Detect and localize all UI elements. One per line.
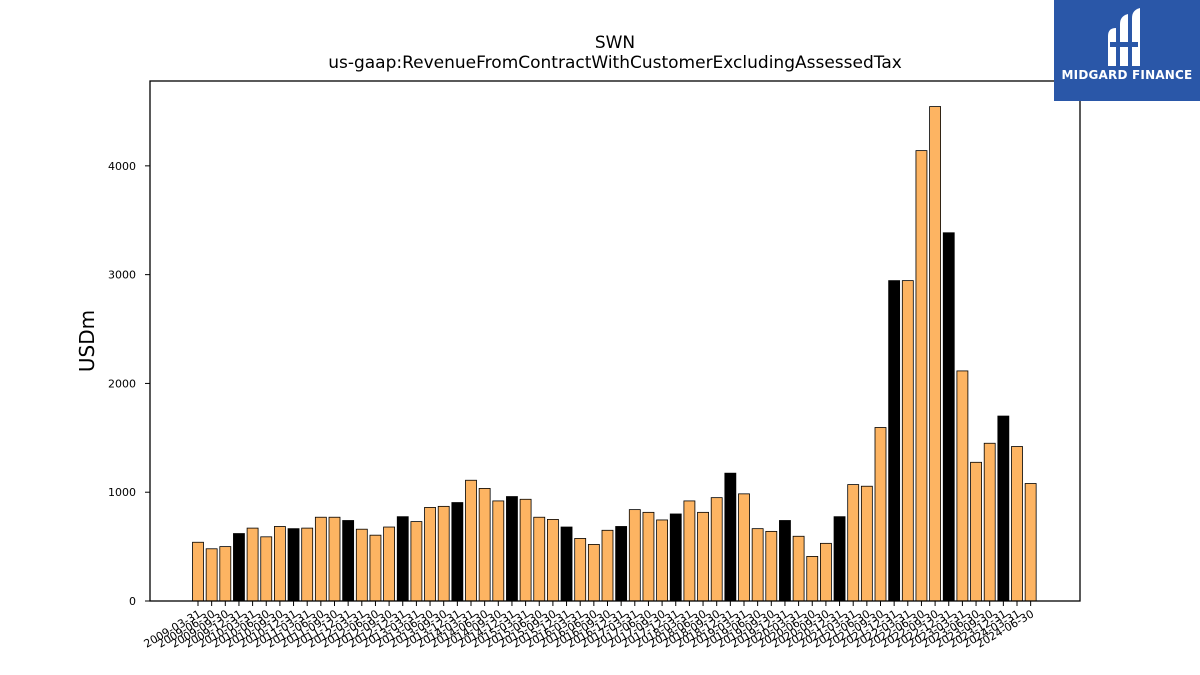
bar-2016-03-31: [574, 538, 587, 602]
bar-2011-06-30: [314, 516, 327, 602]
bar-2022-03-31: [901, 280, 914, 602]
bar-2016-06-30: [587, 544, 600, 602]
bar-2015-09-30: [547, 519, 559, 602]
bar-2019-12-31: [779, 520, 791, 602]
bar-2013-06-30: [424, 507, 436, 602]
bar-2010-06-30: [260, 536, 273, 602]
bar-2009-06-30: [205, 548, 218, 602]
bar-2015-12-31: [560, 526, 573, 602]
bar-2017-12-31: [669, 513, 682, 602]
y-tick-label: 3000: [108, 269, 136, 282]
bar-2017-03-31: [628, 509, 641, 602]
bar-2023-03-31: [956, 370, 969, 602]
y-tick-label: 1000: [108, 486, 136, 499]
bar-2023-06-30: [970, 461, 982, 602]
bar-2012-12-31: [396, 516, 409, 602]
bar-2021-03-31: [847, 484, 860, 602]
bar-2014-09-30: [492, 500, 505, 602]
bar-2019-03-31: [738, 493, 750, 602]
bar-2018-09-30: [710, 497, 723, 602]
bar-2012-09-30: [383, 526, 396, 602]
bar-2022-06-30: [915, 150, 928, 602]
bar-2015-03-31: [519, 498, 532, 602]
bar-2014-06-30: [478, 488, 491, 602]
bar-2023-09-30: [983, 442, 996, 602]
bar-2012-03-31: [355, 528, 368, 602]
bar-2018-06-30: [697, 511, 709, 602]
bars-group: [192, 106, 1037, 602]
bar-2023-12-31: [997, 415, 1010, 602]
bar-2016-09-30: [601, 529, 614, 602]
bar-2021-06-30: [860, 485, 873, 602]
bar-2024-03-31: [1011, 446, 1023, 602]
brand-logo-text: MIDGARD FINANCE: [1061, 68, 1193, 82]
bar-2024-06-30: [1024, 483, 1037, 602]
bar-2018-03-31: [683, 500, 696, 602]
bar-2013-12-31: [451, 502, 464, 602]
bar-2011-09-30: [328, 516, 341, 602]
bar-2021-09-30: [874, 427, 887, 602]
bar-2010-09-30: [273, 526, 286, 602]
y-tick-label: 0: [129, 595, 136, 608]
bar-2012-06-30: [369, 534, 382, 602]
bar-2019-09-30: [765, 530, 778, 602]
bar-2011-03-31: [301, 527, 314, 602]
chart-title: SWN: [595, 33, 635, 53]
y-tick-label: 2000: [108, 377, 136, 390]
midgard-logo-mark-icon: [1108, 8, 1140, 66]
brand-logo: MIDGARD FINANCE: [1054, 0, 1200, 101]
bar-2009-03-31: [192, 541, 204, 602]
bar-2020-09-30: [820, 542, 832, 602]
bar-2013-09-30: [437, 505, 450, 602]
bar-2017-06-30: [642, 511, 655, 602]
bar-2015-06-30: [533, 516, 546, 602]
x-axis-ticks: 2009-03-312009-06-302009-09-302009-12-31…: [142, 601, 1036, 651]
y-axis-ticks: 0 1000 2000 3000 4000: [108, 160, 150, 608]
y-axis-label: USDm: [75, 310, 99, 372]
bar-2016-12-31: [615, 526, 628, 602]
bar-2020-06-30: [806, 556, 819, 602]
bar-2018-12-31: [724, 472, 737, 602]
bar-2021-12-31: [888, 280, 901, 602]
chart-subtitle: us-gaap:RevenueFromContractWithCustomerE…: [328, 53, 902, 73]
bar-2020-03-31: [792, 535, 805, 602]
plot-frame: [149, 80, 1081, 602]
bar-2010-12-31: [287, 528, 300, 602]
bar-2020-12-31: [833, 516, 846, 602]
bar-2022-09-30: [929, 106, 941, 602]
bar-2022-12-31: [942, 232, 955, 602]
bar-2014-03-31: [465, 479, 477, 602]
bar-2013-03-31: [410, 521, 423, 602]
bar-2009-12-31: [233, 533, 245, 602]
bar-2014-12-31: [506, 496, 518, 602]
bar-2009-09-30: [219, 546, 232, 602]
bar-2011-12-31: [342, 520, 355, 602]
y-tick-label: 4000: [108, 160, 136, 173]
bar-2017-09-30: [656, 519, 668, 602]
bar-2019-06-30: [751, 528, 764, 602]
bar-2010-03-31: [246, 527, 259, 602]
